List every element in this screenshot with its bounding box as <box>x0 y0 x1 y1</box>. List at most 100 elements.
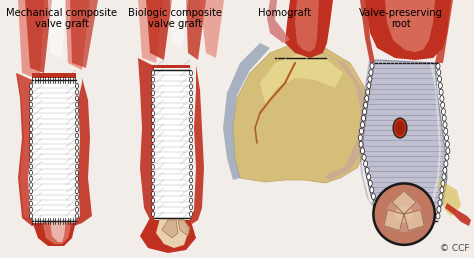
Ellipse shape <box>190 84 192 89</box>
Polygon shape <box>404 210 424 231</box>
Ellipse shape <box>152 111 155 116</box>
Ellipse shape <box>152 131 155 136</box>
Ellipse shape <box>75 102 79 107</box>
Ellipse shape <box>363 109 366 115</box>
Ellipse shape <box>439 194 443 199</box>
Ellipse shape <box>190 151 192 156</box>
Polygon shape <box>260 53 343 103</box>
Polygon shape <box>74 78 92 226</box>
Polygon shape <box>162 220 178 238</box>
Ellipse shape <box>75 108 79 113</box>
Ellipse shape <box>190 158 192 163</box>
Ellipse shape <box>152 191 155 196</box>
Ellipse shape <box>152 151 155 156</box>
Ellipse shape <box>393 118 407 138</box>
Ellipse shape <box>190 131 192 136</box>
Ellipse shape <box>152 91 155 96</box>
Ellipse shape <box>374 206 378 213</box>
Ellipse shape <box>152 77 155 82</box>
Ellipse shape <box>152 70 155 76</box>
Ellipse shape <box>29 108 33 113</box>
Ellipse shape <box>29 170 33 175</box>
Text: © CCF: © CCF <box>440 244 470 253</box>
Ellipse shape <box>29 176 33 181</box>
Polygon shape <box>42 221 72 244</box>
Polygon shape <box>178 220 190 236</box>
Ellipse shape <box>29 189 33 194</box>
Ellipse shape <box>376 213 380 219</box>
Ellipse shape <box>436 63 440 69</box>
Ellipse shape <box>359 141 363 147</box>
Ellipse shape <box>441 102 445 108</box>
Polygon shape <box>146 0 172 60</box>
Ellipse shape <box>365 96 369 102</box>
Ellipse shape <box>369 69 373 76</box>
Ellipse shape <box>361 148 365 154</box>
Ellipse shape <box>371 194 375 199</box>
Ellipse shape <box>362 154 366 160</box>
Ellipse shape <box>395 121 405 135</box>
Polygon shape <box>154 68 190 220</box>
Ellipse shape <box>190 97 192 102</box>
Ellipse shape <box>29 201 33 206</box>
Ellipse shape <box>75 158 79 163</box>
Ellipse shape <box>29 121 33 126</box>
Ellipse shape <box>190 104 192 109</box>
Ellipse shape <box>29 90 33 95</box>
Ellipse shape <box>75 121 79 126</box>
Polygon shape <box>233 43 370 183</box>
Ellipse shape <box>445 154 449 160</box>
Ellipse shape <box>370 187 374 193</box>
Ellipse shape <box>190 111 192 116</box>
Ellipse shape <box>75 170 79 175</box>
Ellipse shape <box>446 148 450 154</box>
Polygon shape <box>156 218 188 248</box>
Ellipse shape <box>440 187 444 193</box>
Ellipse shape <box>441 180 445 186</box>
Ellipse shape <box>75 96 79 101</box>
Polygon shape <box>48 0 66 58</box>
Ellipse shape <box>29 207 33 212</box>
Ellipse shape <box>444 128 448 134</box>
Ellipse shape <box>75 195 79 200</box>
Ellipse shape <box>152 84 155 89</box>
Ellipse shape <box>190 144 192 149</box>
Ellipse shape <box>442 174 446 180</box>
Ellipse shape <box>152 104 155 109</box>
Ellipse shape <box>75 90 79 95</box>
Text: Homograft: Homograft <box>258 8 311 18</box>
Polygon shape <box>385 0 435 52</box>
Ellipse shape <box>75 146 79 150</box>
Ellipse shape <box>75 207 79 212</box>
Ellipse shape <box>364 102 368 108</box>
Ellipse shape <box>75 176 79 181</box>
Ellipse shape <box>190 70 192 76</box>
Ellipse shape <box>190 191 192 196</box>
Polygon shape <box>65 0 90 70</box>
Ellipse shape <box>75 127 79 132</box>
Polygon shape <box>445 203 471 226</box>
Ellipse shape <box>75 133 79 138</box>
Ellipse shape <box>362 115 365 121</box>
Ellipse shape <box>444 161 448 167</box>
Polygon shape <box>375 186 433 243</box>
Polygon shape <box>170 0 188 48</box>
Ellipse shape <box>190 198 192 203</box>
Polygon shape <box>384 210 404 231</box>
Polygon shape <box>138 0 164 63</box>
Polygon shape <box>359 60 379 214</box>
Ellipse shape <box>152 138 155 143</box>
Ellipse shape <box>190 185 192 190</box>
Ellipse shape <box>29 158 33 163</box>
Ellipse shape <box>29 164 33 169</box>
Ellipse shape <box>190 117 192 123</box>
Ellipse shape <box>152 205 155 210</box>
Polygon shape <box>387 197 421 231</box>
Ellipse shape <box>29 115 33 119</box>
Ellipse shape <box>152 97 155 102</box>
Ellipse shape <box>438 76 442 82</box>
Polygon shape <box>152 65 190 70</box>
Polygon shape <box>315 48 367 180</box>
Ellipse shape <box>437 206 441 213</box>
Ellipse shape <box>190 178 192 183</box>
